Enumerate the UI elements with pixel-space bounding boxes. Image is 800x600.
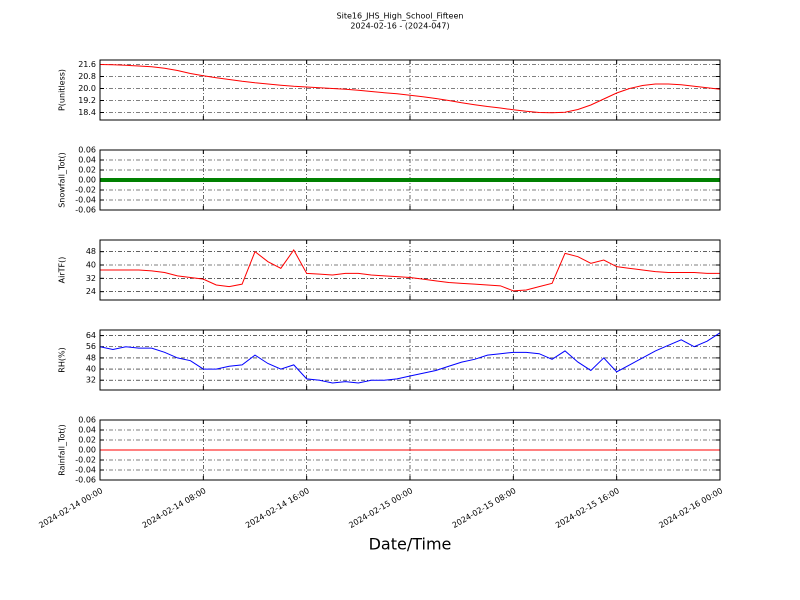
y-tick-label: -0.06 — [75, 476, 96, 485]
plot-frame — [99, 149, 721, 211]
y-tick-label: -0.02 — [75, 186, 96, 195]
y-tick-label: 0.00 — [78, 446, 96, 455]
y-axis-label: P(unitless) — [58, 69, 67, 111]
plot-frame — [99, 239, 721, 301]
y-axis-label: Snowfall_Tot() — [58, 152, 67, 208]
y-tick-label: 20.0 — [78, 84, 96, 93]
y-tick-label: 0.00 — [78, 176, 96, 185]
y-axis-label: AirTF() — [58, 257, 67, 284]
y-tick-label: 48 — [86, 247, 96, 256]
y-tick-label: 0.04 — [78, 426, 96, 435]
data-line — [99, 332, 721, 384]
y-tick-label: -0.04 — [75, 466, 96, 475]
y-tick-label: 21.6 — [78, 60, 96, 69]
y-tick-label: -0.02 — [75, 456, 96, 465]
y-tick-label: 0.04 — [78, 156, 96, 165]
x-tick-label: 2024-02-14 08:00 — [141, 486, 208, 530]
y-tick-label: -0.04 — [75, 196, 96, 205]
x-tick-label: 2024-02-14 16:00 — [244, 486, 311, 530]
x-axis-label: Date/Time — [369, 535, 452, 554]
y-tick-label: 19.2 — [78, 96, 96, 105]
y-tick-label: 64 — [86, 331, 96, 340]
y-tick-label: 56 — [86, 342, 96, 351]
y-tick-label: 40 — [86, 261, 96, 270]
y-tick-label: 0.02 — [78, 166, 96, 175]
x-tick-label: 2024-02-15 16:00 — [554, 486, 621, 530]
y-tick-label: 40 — [86, 365, 96, 374]
x-tick-label: 2024-02-16 00:00 — [657, 486, 724, 530]
x-tick-label: 2024-02-15 08:00 — [451, 486, 518, 530]
x-tick-label: 2024-02-14 00:00 — [37, 486, 104, 530]
y-axis-label: Rainfall_Tot() — [58, 424, 67, 476]
plot-frame — [99, 59, 721, 121]
title: Site16_JHS_High_School_Fifteen — [337, 12, 464, 21]
y-tick-label: 32 — [86, 274, 96, 283]
y-tick-label: 20.8 — [78, 72, 96, 81]
y-tick-label: 24 — [86, 287, 96, 296]
data-line — [99, 64, 721, 114]
y-tick-label: 18.4 — [78, 108, 96, 117]
y-tick-label: 0.06 — [78, 146, 96, 155]
subtitle: 2024-02-16 - (2024-047) — [350, 22, 449, 31]
y-axis-label: RH(%) — [58, 347, 67, 372]
y-tick-label: 48 — [86, 353, 96, 362]
y-tick-label: -0.06 — [75, 206, 96, 215]
data-line — [100, 249, 720, 292]
y-tick-label: 0.06 — [78, 416, 96, 425]
x-tick-label: 2024-02-15 00:00 — [347, 486, 414, 530]
y-tick-label: 32 — [86, 376, 96, 385]
y-tick-label: 0.02 — [78, 436, 96, 445]
plot-frame — [99, 419, 721, 481]
plot-frame — [99, 329, 721, 391]
